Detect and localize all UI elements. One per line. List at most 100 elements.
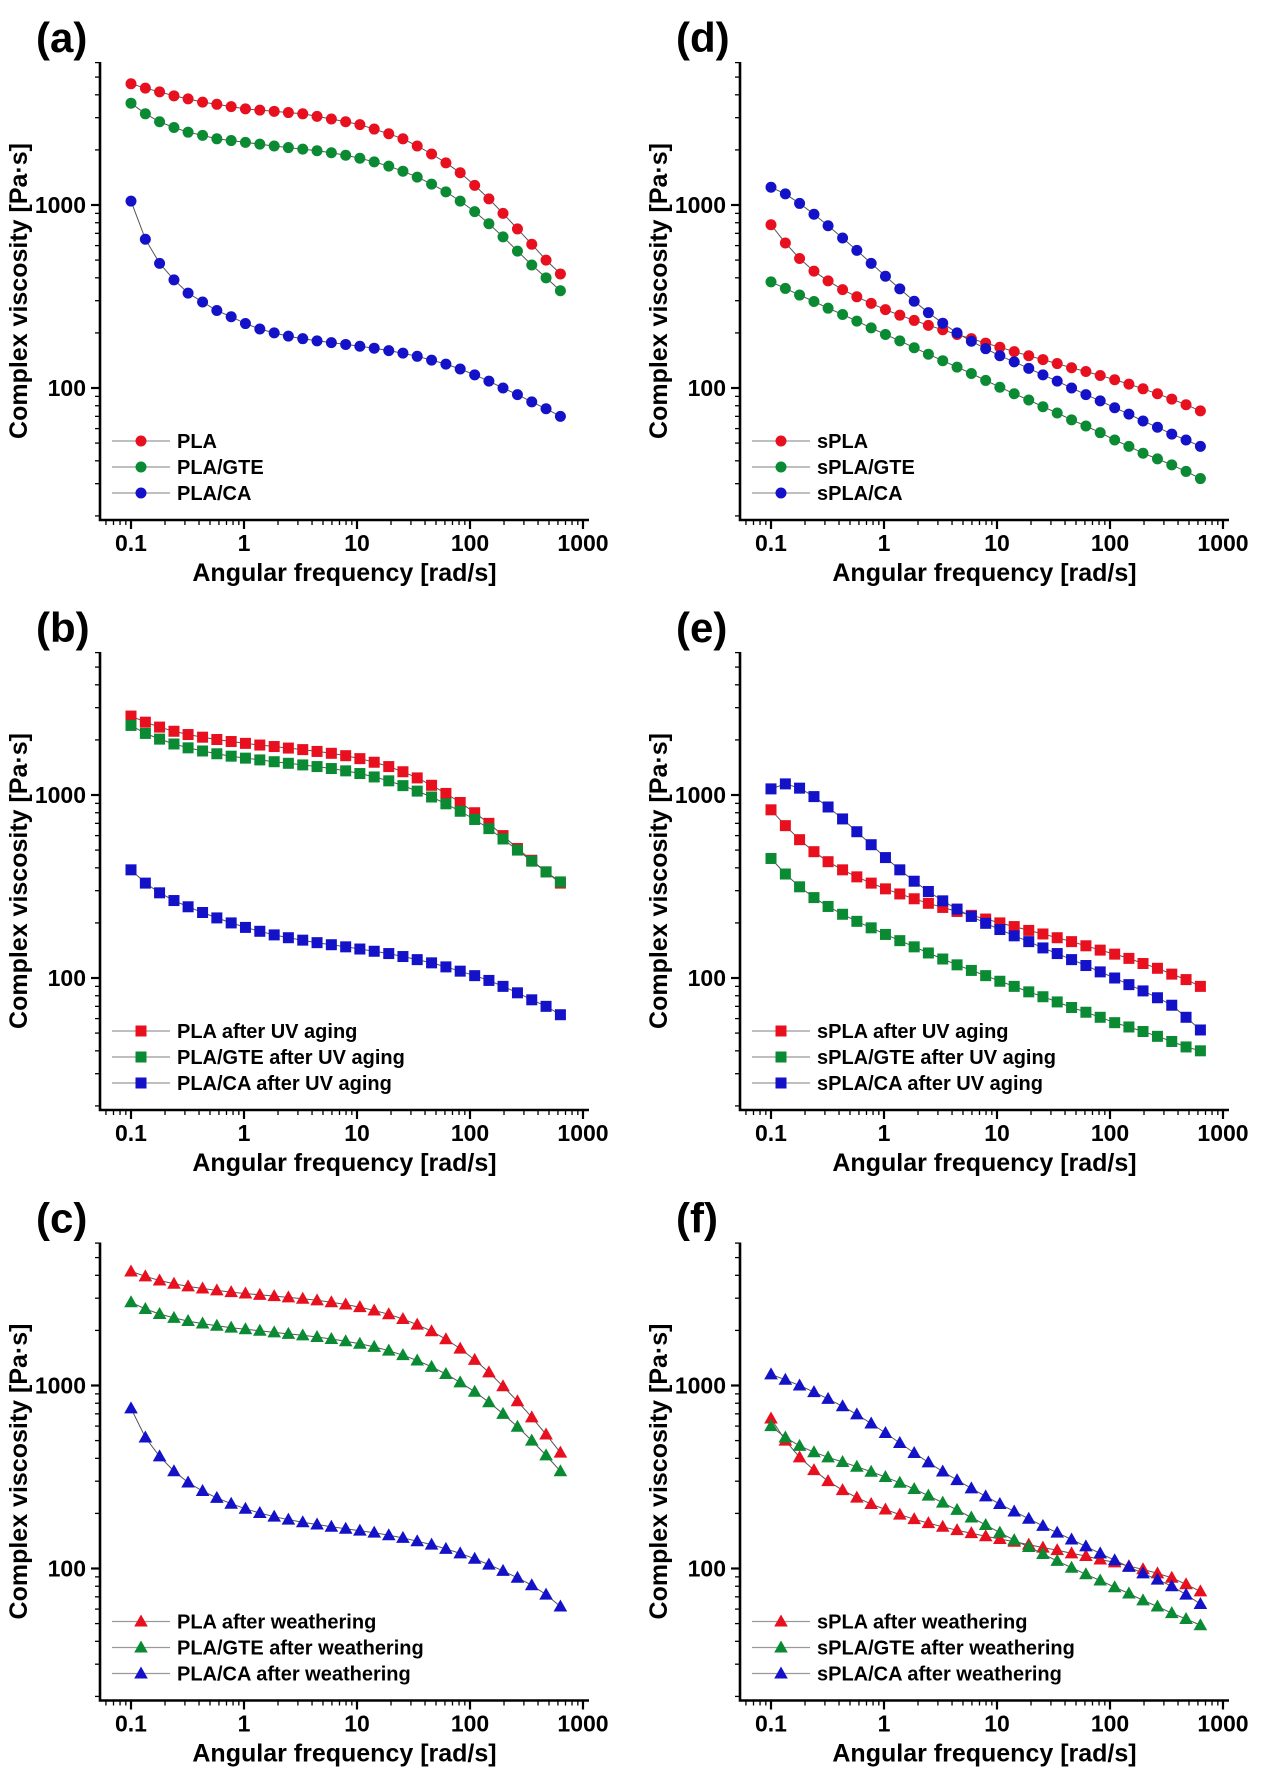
legend-label: PLA/GTE [177,457,264,479]
legend-label: PLA/GTE after UV aging [177,1047,405,1069]
square-marker [865,922,877,934]
square-marker [511,987,523,999]
square-marker [1180,974,1192,986]
triangle-marker [539,1448,553,1461]
x-minor-ticks [105,1700,579,1706]
triangle-marker [295,1328,310,1341]
triangle-marker [295,1291,310,1304]
square-marker [426,791,438,803]
circle-marker [1137,383,1149,395]
circle-marker [254,323,266,335]
square-marker [1123,1021,1135,1033]
x-tick-label: 1000 [557,530,608,556]
square-marker [197,745,209,757]
x-axis-title: Angular frequency [rad/s] [192,559,496,587]
circle-marker [225,135,237,147]
y-major-ticks: 100 1000 [675,782,740,991]
y-minor-ticks [95,61,100,517]
x-tick-label: 1 [878,530,891,556]
circle-marker [1194,473,1206,485]
circle-marker [808,265,820,277]
triangle-marker [224,1496,238,1509]
triangle-marker [792,1438,807,1451]
circle-marker [311,110,323,122]
triangle-marker [893,1475,907,1488]
square-marker [1080,960,1092,972]
series-connector-line [770,783,1201,1031]
circle-marker [865,257,877,269]
circle-marker [779,188,791,200]
circle-marker [808,295,820,307]
x-axis-title: Angular frequency [rad/s] [832,1740,1136,1768]
circle-marker [540,254,552,266]
square-marker [1080,1006,1092,1018]
circle-marker [794,289,806,301]
y-minor-ticks [95,651,100,1107]
y-axis-title: Complex viscosity [Pa·s] [5,733,33,1029]
square-marker [268,929,280,941]
triangle-marker [496,1379,510,1392]
circle-marker [354,340,366,352]
legend-label: sPLA/GTE after weathering [817,1638,1075,1660]
panel-b: 0.1 1 10 100 1000 100 1000 Angular frequency [r… [0,590,640,1180]
triangle-marker [181,1314,195,1327]
legend-item: sPLA after weathering [752,1612,1027,1634]
circle-marker [1194,440,1206,452]
triangle-marker [774,1614,788,1627]
square-marker [775,1025,787,1037]
triangle-marker [1150,1566,1165,1579]
circle-marker [426,178,438,190]
square-marker [894,888,906,900]
square-marker [879,852,891,864]
axis-frame [98,1242,589,1702]
square-marker [483,974,495,986]
circle-marker [340,338,352,350]
square-marker [554,876,566,888]
circle-marker [794,197,806,209]
triangle-marker [338,1297,353,1310]
circle-marker [368,342,380,354]
triangle-marker [152,1273,167,1286]
square-marker [526,994,538,1006]
circle-marker [154,116,166,128]
triangle-marker [124,1401,138,1414]
x-major-ticks: 0.1 1 10 100 1000 [115,1700,609,1737]
square-marker [1037,928,1049,940]
triangle-marker [1050,1525,1065,1538]
square-marker [1080,940,1092,952]
triangle-marker [978,1529,993,1542]
circle-marker [1008,346,1020,358]
triangle-marker [482,1365,496,1378]
circle-marker [1037,401,1049,413]
triangle-marker [367,1303,382,1316]
square-marker [851,915,863,927]
square-marker [808,892,820,904]
triangle-marker [1164,1579,1179,1592]
x-tick-label: 10 [344,530,370,556]
triangle-marker [224,1285,238,1298]
triangle-marker [138,1269,153,1282]
triangle-marker [993,1497,1007,1510]
x-minor-ticks [745,1110,1219,1115]
circle-marker [1180,465,1192,477]
square-marker [426,957,438,969]
square-marker [125,710,137,722]
square-marker [879,928,891,940]
x-minor-ticks [745,1700,1219,1706]
triangle-marker [553,1464,568,1477]
triangle-marker [964,1510,979,1523]
triangle-marker [324,1332,339,1345]
circle-marker [483,218,495,230]
legend-label: PLA after weathering [177,1612,376,1634]
square-marker [1066,936,1078,948]
circle-marker [908,314,920,326]
circle-marker [1109,402,1121,414]
square-marker [837,908,849,920]
triangle-marker [964,1526,979,1539]
triangle-marker [1036,1518,1050,1531]
circle-marker [1023,350,1035,362]
legend-label: sPLA/CA after weathering [817,1664,1062,1686]
circle-marker [540,403,552,415]
legend: PLA PLA/GTE PLA/CA [112,431,264,505]
